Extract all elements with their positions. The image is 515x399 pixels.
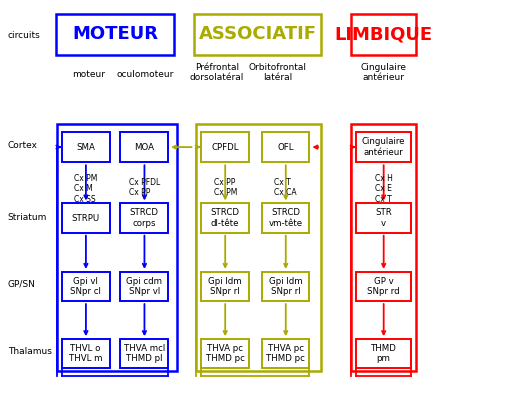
Text: moteur: moteur <box>72 70 105 79</box>
Text: Cx PP
Cx PM: Cx PP Cx PM <box>214 178 237 198</box>
Text: Cingulaire
antérieur: Cingulaire antérieur <box>360 63 407 82</box>
Text: Cx T
Cx CA: Cx T Cx CA <box>274 178 297 198</box>
Text: THMD
pm: THMD pm <box>371 344 397 363</box>
Bar <box>56 14 174 55</box>
Bar <box>62 339 110 368</box>
Text: STRCD
corps: STRCD corps <box>130 208 159 228</box>
Text: SMA: SMA <box>76 142 95 152</box>
Bar <box>57 124 177 371</box>
Text: oculomoteur: oculomoteur <box>117 70 174 79</box>
Text: THVA pc
THMD pc: THVA pc THMD pc <box>266 344 305 363</box>
Text: GP v
SNpr rd: GP v SNpr rd <box>367 277 400 296</box>
Text: THVL o
THVL m: THVL o THVL m <box>69 344 102 363</box>
Bar <box>62 203 110 233</box>
Text: MOA: MOA <box>134 142 154 152</box>
Bar <box>262 203 310 233</box>
Text: Thalamus: Thalamus <box>8 347 52 356</box>
Text: circuits: circuits <box>8 31 40 40</box>
Bar <box>196 124 321 371</box>
Text: STRCD
dl-tête: STRCD dl-tête <box>211 208 239 228</box>
Bar <box>351 14 417 55</box>
Text: Cingulaire
antérieur: Cingulaire antérieur <box>362 137 405 157</box>
Text: STRPU: STRPU <box>72 213 100 223</box>
Text: Cx PM
Cx M
Cx SS: Cx PM Cx M Cx SS <box>74 174 97 204</box>
Text: Orbitofrontal
latéral: Orbitofrontal latéral <box>249 63 307 82</box>
Text: THVA pc
THMD pc: THVA pc THMD pc <box>205 344 245 363</box>
Bar <box>356 132 411 162</box>
Text: Cortex: Cortex <box>8 141 38 150</box>
Text: THVA mcl
THMD pl: THVA mcl THMD pl <box>124 344 165 363</box>
Bar <box>120 339 168 368</box>
Text: GP/SN: GP/SN <box>8 279 36 288</box>
Text: Striatum: Striatum <box>8 213 47 221</box>
Text: Gpi ldm
SNpr rl: Gpi ldm SNpr rl <box>208 277 242 296</box>
Text: LIMBIQUE: LIMBIQUE <box>335 25 433 43</box>
Bar <box>120 203 168 233</box>
Bar <box>201 339 249 368</box>
Text: Cx PFDL
Cx PP: Cx PFDL Cx PP <box>129 178 160 198</box>
Text: STR
v: STR v <box>375 208 392 228</box>
Text: MOTEUR: MOTEUR <box>72 25 158 43</box>
Text: Gpi ldm
SNpr rl: Gpi ldm SNpr rl <box>269 277 302 296</box>
Text: CPFDL: CPFDL <box>211 142 238 152</box>
Text: STRCD
vm-tête: STRCD vm-tête <box>268 208 303 228</box>
Bar <box>262 272 310 301</box>
Text: OFL: OFL <box>277 142 294 152</box>
Bar <box>195 14 320 55</box>
Bar <box>201 132 249 162</box>
Text: Préfrontal
dorsolatéral: Préfrontal dorsolatéral <box>190 63 244 82</box>
Bar <box>356 272 411 301</box>
Bar <box>201 272 249 301</box>
Bar <box>262 339 310 368</box>
Bar <box>262 132 310 162</box>
Text: Gpi vl
SNpr cl: Gpi vl SNpr cl <box>70 277 101 296</box>
Text: Gpi cdm
SNpr vl: Gpi cdm SNpr vl <box>126 277 162 296</box>
Text: Cx H
Cx E
Cx T: Cx H Cx E Cx T <box>375 174 392 204</box>
Bar <box>351 124 417 371</box>
Bar <box>356 203 411 233</box>
Bar <box>120 272 168 301</box>
Bar <box>201 203 249 233</box>
Text: ASSOCIATIF: ASSOCIATIF <box>198 25 317 43</box>
Bar <box>62 272 110 301</box>
Bar <box>120 132 168 162</box>
Bar <box>62 132 110 162</box>
Bar <box>356 339 411 368</box>
